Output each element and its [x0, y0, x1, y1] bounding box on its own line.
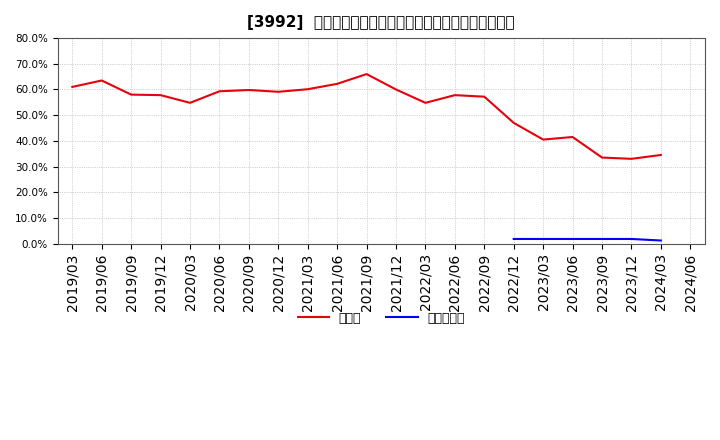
現頃金	[539, 137, 547, 142]
現頃金	[451, 92, 459, 98]
現頃金	[215, 88, 224, 94]
有利子負債	[510, 236, 518, 242]
現頃金	[421, 100, 430, 106]
現頃金	[245, 88, 253, 93]
有利子負債	[568, 236, 577, 242]
現頃金	[333, 81, 341, 87]
現頃金	[274, 89, 283, 95]
現頃金	[362, 71, 371, 77]
現頃金	[510, 120, 518, 125]
現頃金	[127, 92, 135, 97]
有利子負債	[657, 238, 665, 243]
現頃金	[303, 87, 312, 92]
有利子負債	[627, 236, 636, 242]
Line: 有利子負債: 有利子負債	[514, 239, 661, 241]
現頃金	[186, 100, 194, 106]
Line: 現頃金: 現頃金	[72, 74, 661, 159]
現頃金	[392, 87, 400, 92]
現頃金	[480, 94, 489, 99]
現頃金	[68, 84, 76, 90]
有利子負債	[539, 236, 547, 242]
現頃金	[598, 155, 606, 160]
現頃金	[627, 156, 636, 161]
現頃金	[156, 92, 165, 98]
Title: [3992]  現頃金、有利子負債の総資産に対する比率の推移: [3992] 現頃金、有利子負債の総資産に対する比率の推移	[248, 15, 515, 30]
Legend: 現頃金, 有利子負債: 現頃金, 有利子負債	[292, 307, 470, 330]
現頃金	[568, 134, 577, 139]
現頃金	[97, 78, 106, 83]
現頃金	[657, 152, 665, 158]
有利子負債	[598, 236, 606, 242]
